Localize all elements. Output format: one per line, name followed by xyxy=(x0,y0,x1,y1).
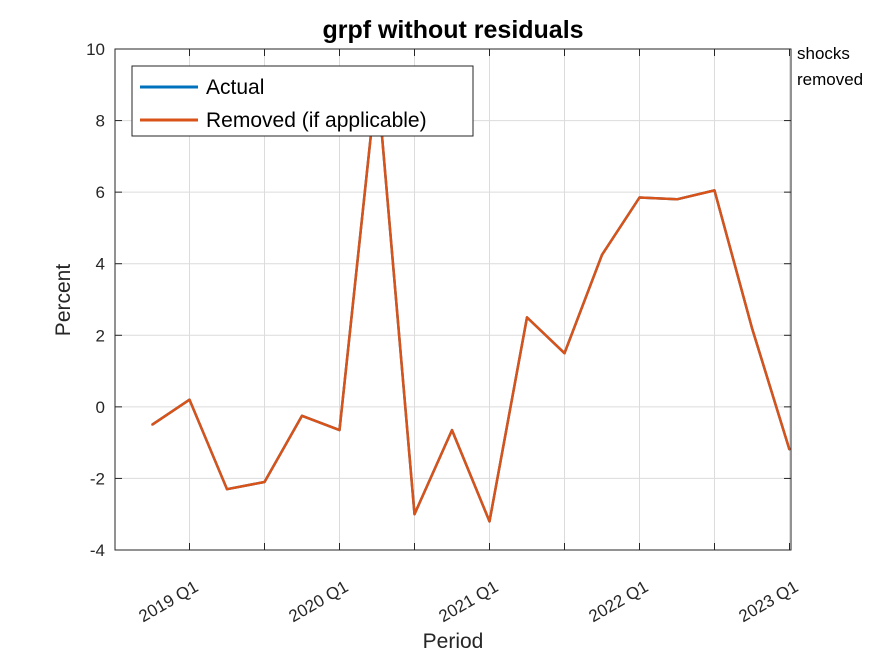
annotation-shocks: shocks xyxy=(797,44,850,63)
data-point-removed xyxy=(151,424,153,426)
y-tick-label: -2 xyxy=(90,469,105,488)
y-tick-label: 4 xyxy=(96,255,105,274)
data-point-removed xyxy=(451,429,453,431)
data-point-removed xyxy=(488,520,491,523)
data-point-removed xyxy=(226,488,228,491)
y-axis-label: Percent xyxy=(52,264,75,337)
data-point-removed xyxy=(788,449,791,451)
legend-label-removed: Removed (if applicable) xyxy=(206,109,427,132)
data-point-removed xyxy=(526,316,528,319)
y-tick-label: -4 xyxy=(90,541,105,560)
legend-label-actual: Actual xyxy=(206,76,264,99)
series-line-removed xyxy=(151,76,791,523)
y-tick-label: 8 xyxy=(96,112,105,131)
plot-frame xyxy=(114,48,792,551)
data-point-removed xyxy=(338,429,341,431)
y-tick-label: 2 xyxy=(96,326,105,345)
series-lines xyxy=(151,76,791,523)
data-point-removed xyxy=(413,513,416,515)
y-tick-label: 10 xyxy=(86,40,105,59)
data-point-removed xyxy=(563,352,566,355)
data-point-removed xyxy=(713,189,716,192)
data-point-removed xyxy=(751,327,753,329)
data-point-removed xyxy=(676,198,678,201)
data-point-removed xyxy=(263,481,266,483)
legend-box xyxy=(131,65,474,137)
data-point-removed xyxy=(638,196,641,199)
y-axis: -4 -2 0 2 4 6 8 10 xyxy=(86,40,791,560)
data-point-removed xyxy=(188,398,191,401)
data-point-removed xyxy=(601,254,603,256)
chart-title: grpf without residuals xyxy=(322,16,583,44)
annotation-removed: removed xyxy=(797,70,864,89)
y-tick-label: 6 xyxy=(96,183,105,202)
legend: Actual Removed (if applicable) xyxy=(131,65,474,137)
data-point-removed xyxy=(301,415,303,417)
x-axis-label: Period xyxy=(423,630,484,653)
y-tick-label: 0 xyxy=(96,398,105,417)
